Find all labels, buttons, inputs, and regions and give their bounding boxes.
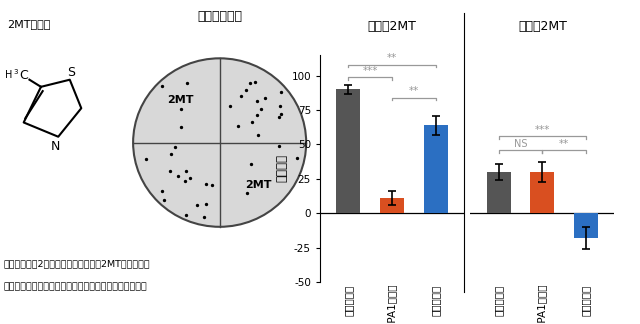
Bar: [487, 172, 511, 213]
Text: 2MT: 2MT: [168, 96, 194, 105]
Text: ***: ***: [534, 125, 550, 135]
Y-axis label: 忘避指数: 忘避指数: [276, 155, 289, 182]
Text: H: H: [5, 70, 12, 80]
Text: 2MTの構造: 2MTの構造: [6, 19, 50, 29]
Bar: [424, 125, 447, 213]
Bar: [337, 89, 360, 213]
Bar: [380, 198, 404, 213]
Circle shape: [133, 58, 306, 227]
Bar: [531, 172, 554, 213]
Text: S: S: [67, 66, 75, 79]
Text: ***: ***: [362, 66, 378, 76]
Title: 高濃度2MT: 高濃度2MT: [367, 20, 417, 33]
Title: 低濃度2MT: 低濃度2MT: [518, 20, 567, 33]
Text: **: **: [387, 53, 397, 63]
Text: **: **: [559, 139, 570, 148]
Bar: [574, 213, 598, 238]
Text: NS: NS: [514, 139, 527, 148]
Text: サ（左上と右下）を避けた個体数から忘避指数を計算。: サ（左上と右下）を避けた個体数から忘避指数を計算。: [3, 282, 147, 291]
Text: N: N: [51, 140, 61, 153]
Text: **: **: [409, 86, 419, 96]
Text: 2MT: 2MT: [245, 180, 272, 190]
Text: C: C: [19, 69, 28, 82]
Text: 空腹のハエに2つのエサを選ばせる。2MTが入ったエ: 空腹のハエに2つのエサを選ばせる。2MTが入ったエ: [3, 259, 150, 268]
Text: 忘避行動実験: 忘避行動実験: [197, 10, 242, 23]
Text: 3: 3: [13, 69, 18, 75]
